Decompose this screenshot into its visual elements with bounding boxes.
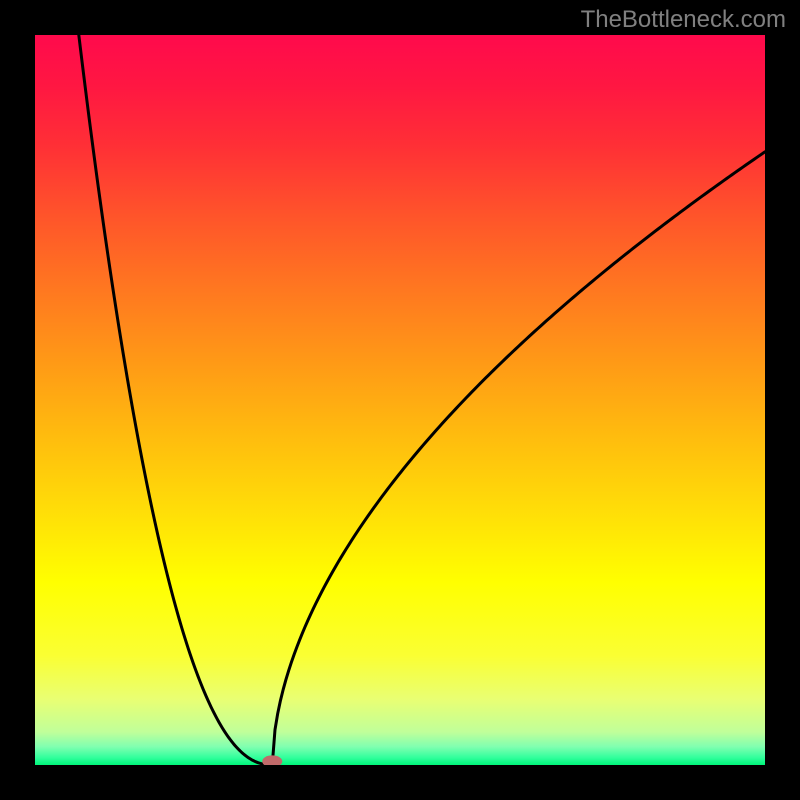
watermark-text: TheBottleneck.com: [581, 6, 786, 34]
bottleneck-chart: [0, 0, 800, 800]
chart-container: TheBottleneck.com: [0, 0, 800, 800]
plot-gradient-background: [35, 35, 765, 765]
